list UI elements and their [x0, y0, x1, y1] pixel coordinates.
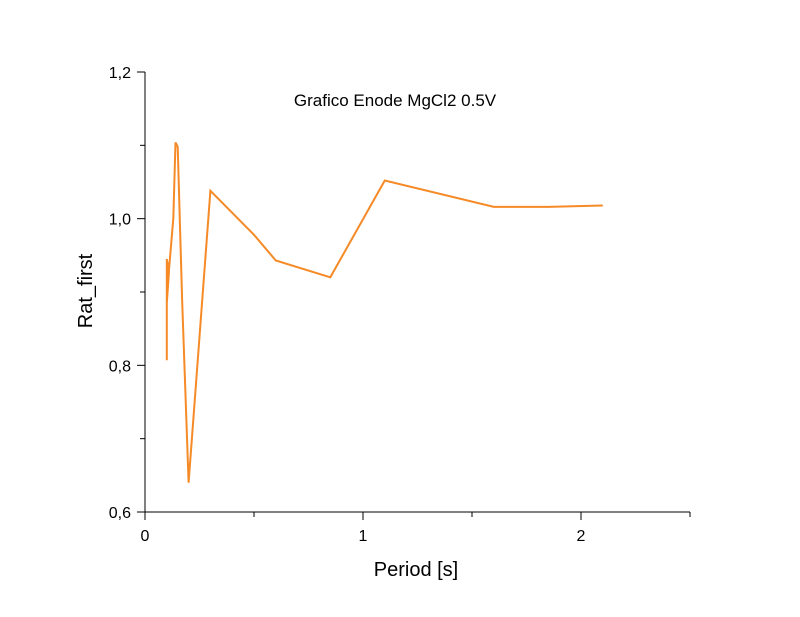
y-tick-label: 0,6 [109, 505, 131, 522]
chart-title: Grafico Enode MgCl2 0.5V [294, 91, 497, 110]
series-layer [165, 141, 603, 483]
x-tick-label: 0 [141, 528, 150, 545]
y-axis-title: Rat_first [75, 253, 97, 328]
y-tick-label: 0,8 [109, 358, 131, 375]
y-tick-label: 1,2 [109, 65, 131, 82]
x-axis-title: Period [s] [374, 559, 458, 581]
axes [144, 72, 690, 513]
series-line [165, 141, 603, 483]
ticks: 0 1 2 0,6 0,8 1,0 1,2 [109, 65, 691, 545]
y-tick-label: 1,0 [109, 212, 131, 229]
x-tick-label: 1 [359, 528, 368, 545]
x-tick-label: 2 [577, 528, 586, 545]
